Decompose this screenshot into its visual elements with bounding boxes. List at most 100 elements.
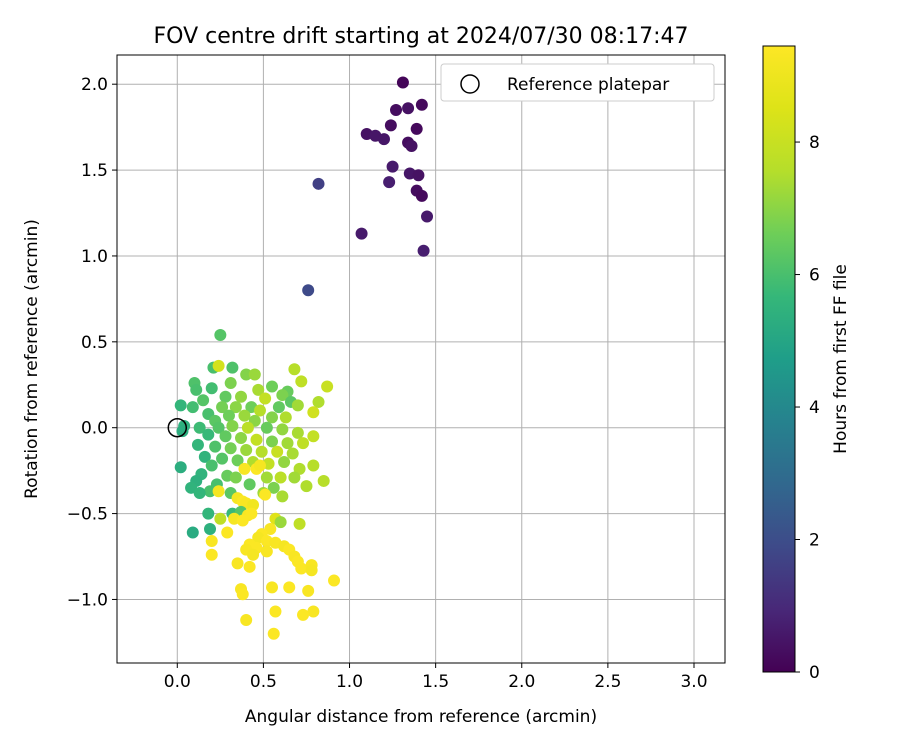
scatter-point [271, 445, 284, 458]
scatter-point [205, 535, 218, 548]
scatter-point [276, 490, 289, 503]
scatter-point [266, 435, 279, 448]
scatter-point [274, 516, 287, 529]
scatter-point [421, 210, 434, 223]
y-axis-label: Rotation from reference (arcmin) [22, 219, 42, 499]
scatter-point [240, 614, 253, 627]
scatter-point [307, 430, 320, 443]
scatter-point [312, 395, 325, 408]
scatter-point [307, 605, 320, 618]
colorbar-tick-label: 2 [809, 531, 820, 551]
legend-box [440, 63, 715, 102]
scatter-point [317, 474, 330, 487]
scatter-point [191, 438, 204, 451]
scatter-point [238, 462, 251, 475]
scatter-point [274, 471, 287, 484]
scatter-point [305, 564, 318, 577]
scatter-point [197, 394, 210, 407]
scatter-point [224, 442, 237, 455]
scatter-point [412, 169, 425, 182]
scatter-point [302, 584, 315, 597]
scatter-point [260, 471, 273, 484]
chart-title: FOV centre drift starting at 2024/07/30 … [154, 24, 689, 49]
scatter-point [238, 409, 251, 422]
scatter-point [260, 545, 273, 558]
scatter-point [272, 401, 285, 414]
scatter-point [240, 444, 253, 457]
y-axis-ticks: −1.0 −0.5 0.0 0.5 1.0 1.5 2.0 [67, 75, 117, 610]
scatter-point [386, 160, 399, 173]
scatter-point [266, 380, 279, 393]
scatter-point [229, 471, 242, 484]
scatter-point [174, 461, 187, 474]
scatter-point [288, 471, 301, 484]
scatter-point [279, 411, 292, 424]
y-tick-label: −1.0 [67, 590, 108, 610]
scatter-point [307, 406, 320, 419]
scatter-point [236, 514, 249, 527]
scatter-point [297, 608, 310, 621]
reference-platepar-marker [167, 417, 188, 438]
scatter-point [259, 392, 272, 405]
scatter-point [293, 517, 306, 530]
scatter-point [186, 526, 199, 539]
scatter-point [241, 421, 254, 434]
scatter-point [415, 189, 428, 202]
grid [117, 55, 725, 663]
scatter-point [243, 478, 256, 491]
colorbar-tick-label: 0 [809, 663, 820, 683]
y-tick-label: 0.0 [81, 419, 108, 439]
x-tick-label: 2.5 [594, 672, 621, 692]
scatter-point [410, 122, 423, 135]
scatter-point [219, 390, 232, 403]
scatter-point [297, 437, 310, 450]
scatter-point [253, 459, 266, 472]
scatter-point [226, 419, 239, 432]
scatter-points [174, 76, 434, 640]
colorbar-gradient [762, 45, 796, 673]
scatter-point [266, 581, 279, 594]
scatter-point [190, 383, 203, 396]
scatter-point [231, 557, 244, 570]
colorbar-tick-label: 8 [809, 133, 820, 153]
scatter-point [212, 485, 225, 498]
scatter-point [253, 404, 266, 417]
scatter-point [291, 399, 304, 412]
scatter-point [288, 363, 301, 376]
y-tick-label: 1.5 [81, 161, 108, 181]
x-axis-ticks: 0.0 0.5 1.0 1.5 2.0 2.5 3.0 [164, 663, 708, 692]
scatter-point [307, 459, 320, 472]
scatter-point [198, 450, 211, 463]
scatter-point [202, 507, 215, 520]
scatter-point [312, 177, 325, 190]
scatter-point [286, 447, 299, 460]
scatter-point [276, 423, 289, 436]
scatter-point [216, 452, 229, 465]
scatter-point [235, 390, 248, 403]
scatter-point [193, 421, 206, 434]
colorbar-tick-label: 4 [809, 398, 820, 418]
scatter-point [328, 574, 341, 587]
y-tick-label: 2.0 [81, 75, 108, 95]
x-tick-label: 1.5 [422, 672, 449, 692]
scatter-point [231, 454, 244, 467]
scatter-point [224, 377, 237, 390]
scatter-point [185, 481, 198, 494]
scatter-point [219, 430, 232, 443]
scatter-point [205, 382, 218, 395]
scatter-point [212, 421, 225, 434]
scatter-point [212, 359, 225, 372]
scatter-point [269, 605, 282, 618]
scatter-point [216, 401, 229, 414]
scatter-point [193, 486, 206, 499]
scatter-point [176, 425, 189, 438]
scatter-point [417, 244, 430, 257]
scatter-point [252, 383, 265, 396]
colorbar-ticks: 0 2 4 6 8 [795, 133, 820, 683]
scatter-point [214, 512, 227, 525]
scatter-point [390, 103, 403, 116]
scatter-point [267, 481, 280, 494]
scatter-point [384, 119, 397, 132]
scatter-point [250, 433, 263, 446]
